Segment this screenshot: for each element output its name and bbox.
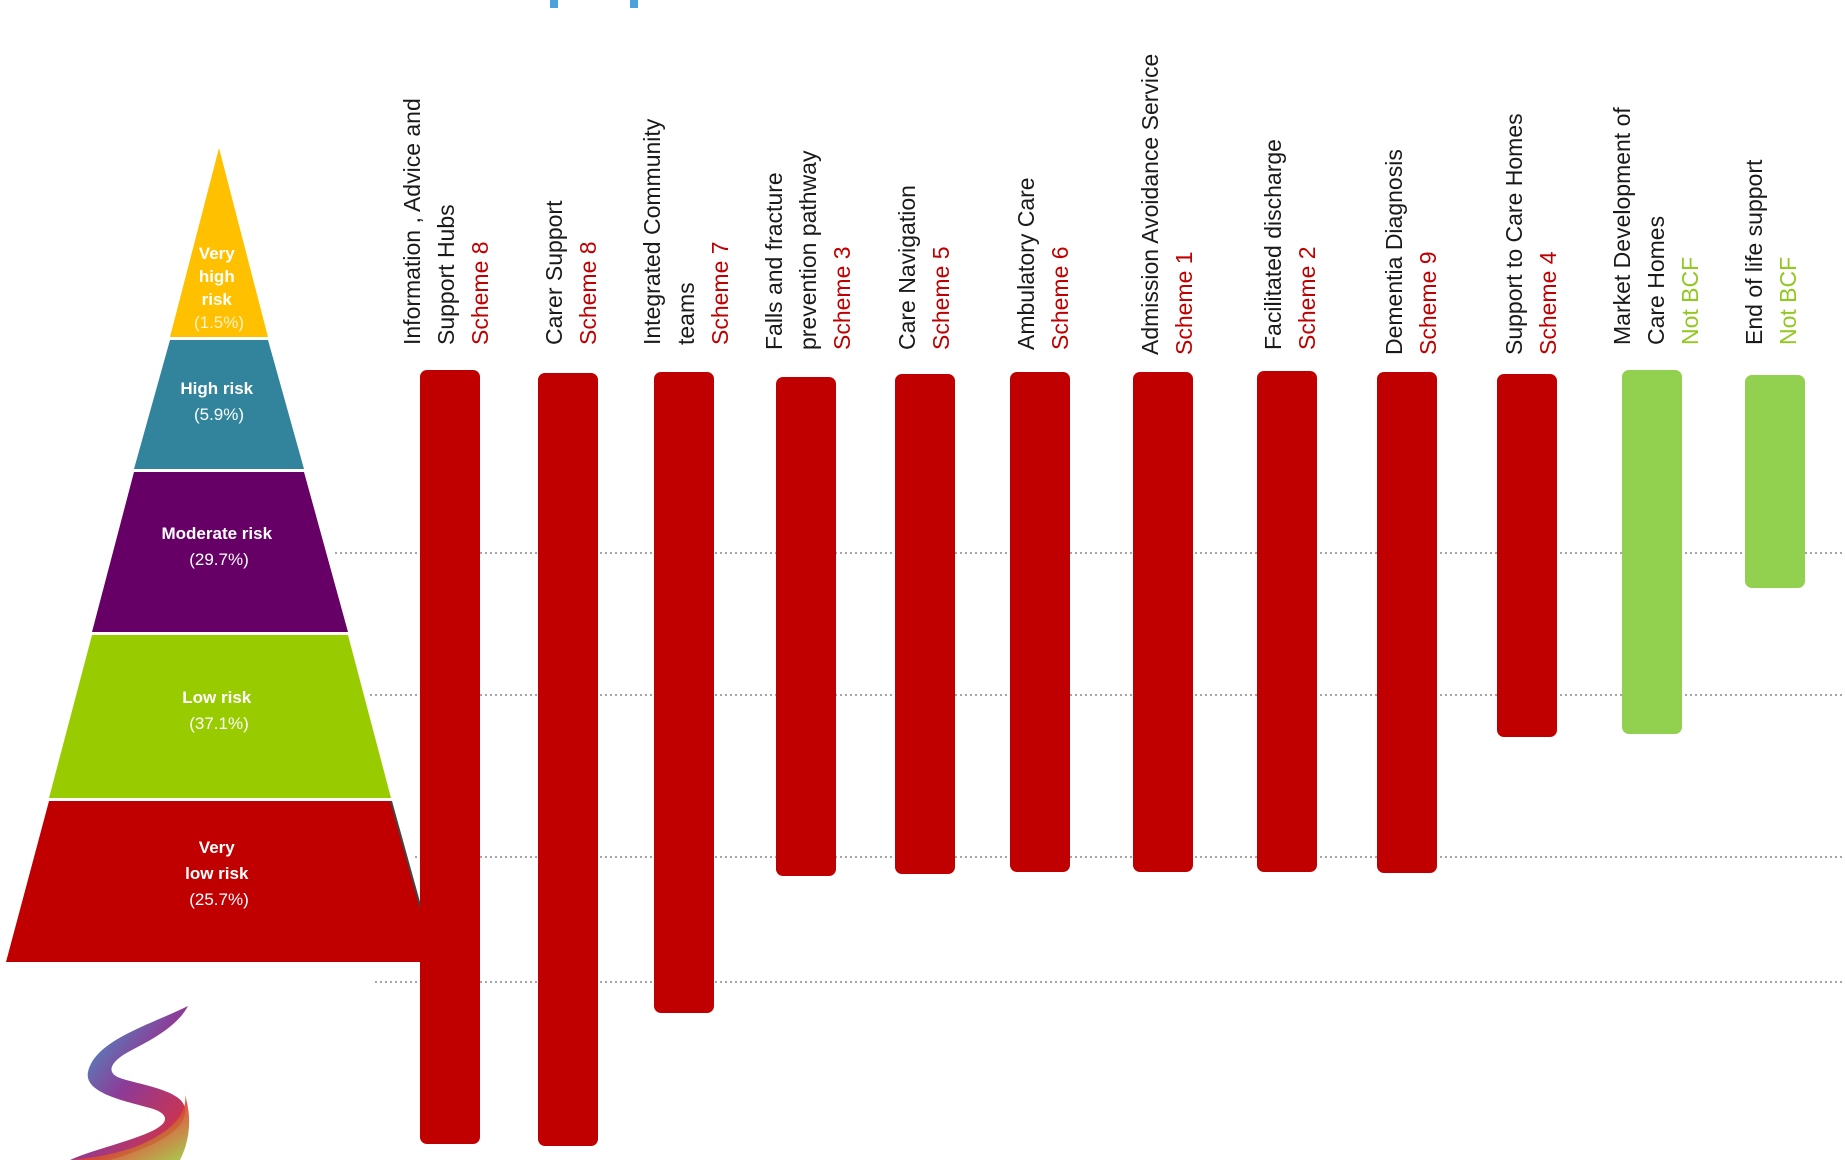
heading-information-advice-hubs: Information , Advice and Support Hubs Sc…	[399, 92, 493, 345]
tier-label-very-low-risk: Very low risk (25.7%)	[185, 838, 253, 909]
bar-dementia-diagnosis	[1377, 372, 1437, 873]
bar-care-navigation	[895, 374, 955, 874]
scheme-bars	[420, 370, 1805, 1146]
heading-ambulatory-care: Ambulatory Care Scheme 6	[1013, 171, 1073, 350]
column-headings: Information , Advice and Support Hubs Sc…	[399, 47, 1801, 355]
heading-carer-support: Carer Support Scheme 8	[541, 194, 601, 345]
bar-admission-avoidance	[1133, 372, 1193, 872]
bar-integrated-community-teams	[654, 372, 714, 1013]
heading-market-development-care-homes: Market Development of Care Homes Not BCF	[1609, 101, 1703, 345]
tier-labels: Very high risk (1.5%) High risk (5.9%) M…	[162, 244, 277, 909]
heading-support-care-homes: Support to Care Homes Scheme 4	[1501, 107, 1561, 355]
heading-end-of-life-support: End of life support Not BCF	[1741, 153, 1801, 345]
heading-falls-fracture-prevention: Falls and fracture prevention pathway Sc…	[761, 144, 855, 350]
bar-end-of-life-support	[1745, 375, 1805, 588]
header-accent-mark	[630, 0, 638, 8]
risk-pyramid	[6, 148, 438, 968]
bar-market-development-care-homes	[1622, 370, 1682, 734]
tier-label-low-risk: Low risk (37.1%)	[182, 688, 255, 733]
tier-label-very-high-risk: Very high risk (1.5%)	[194, 244, 244, 332]
tier-very-low-risk	[6, 801, 435, 962]
heading-dementia-diagnosis: Dementia Diagnosis Scheme 9	[1381, 143, 1441, 355]
tier-low-risk	[49, 635, 391, 798]
tier-very-high-risk	[170, 148, 268, 337]
bar-support-care-homes	[1497, 374, 1557, 737]
bar-falls-fracture-prevention	[776, 377, 836, 876]
heading-care-navigation: Care Navigation Scheme 5	[894, 179, 954, 350]
heading-facilitated-discharge: Facilitated discharge Scheme 2	[1260, 133, 1320, 350]
bar-facilitated-discharge	[1257, 371, 1317, 872]
bar-ambulatory-care	[1010, 372, 1070, 872]
tier-high-risk	[134, 340, 304, 469]
bar-carer-support	[538, 373, 598, 1146]
bar-information-advice-hubs	[420, 370, 480, 1144]
tier-label-high-risk: High risk (5.9%)	[180, 379, 257, 424]
header-accent-mark	[550, 0, 558, 8]
heading-integrated-community-teams: Integrated Community teams Scheme 7	[639, 112, 733, 345]
tier-label-moderate-risk: Moderate risk (29.7%)	[162, 524, 277, 569]
heading-admission-avoidance: Admission Avoidance Service Scheme 1	[1137, 47, 1197, 355]
tier-moderate-risk	[92, 472, 348, 632]
organisation-logo-icon	[70, 1006, 190, 1160]
